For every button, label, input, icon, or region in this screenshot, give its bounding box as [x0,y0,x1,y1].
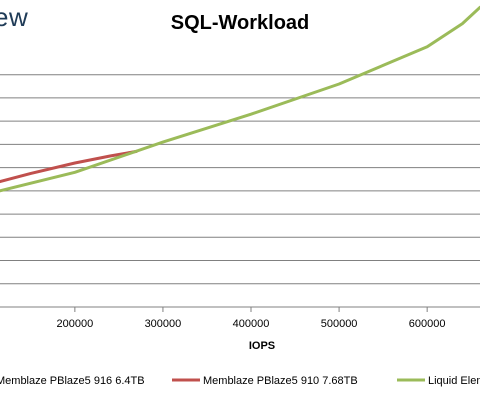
x-tick-label: 200000 [57,318,94,330]
legend-label-0: Memblaze PBlaze5 916 6.4TB [0,375,145,387]
legend-label-1: Memblaze PBlaze5 910 7.68TB [203,375,358,387]
series-line-2 [0,5,480,193]
x-tick-label: 500000 [321,318,358,330]
x-axis-title: IOPS [249,340,275,352]
x-tick-label: 300000 [145,318,182,330]
legend-label-2: Liquid Element [428,375,480,387]
chart-title: SQL-Workload [0,12,480,35]
x-tick-label: 400000 [233,318,270,330]
series-line-1 [0,149,138,184]
x-tick-label: 600000 [409,318,446,330]
chart-title-text: SQL-Workload [170,12,310,34]
brand-logo-text: ew [0,2,29,32]
